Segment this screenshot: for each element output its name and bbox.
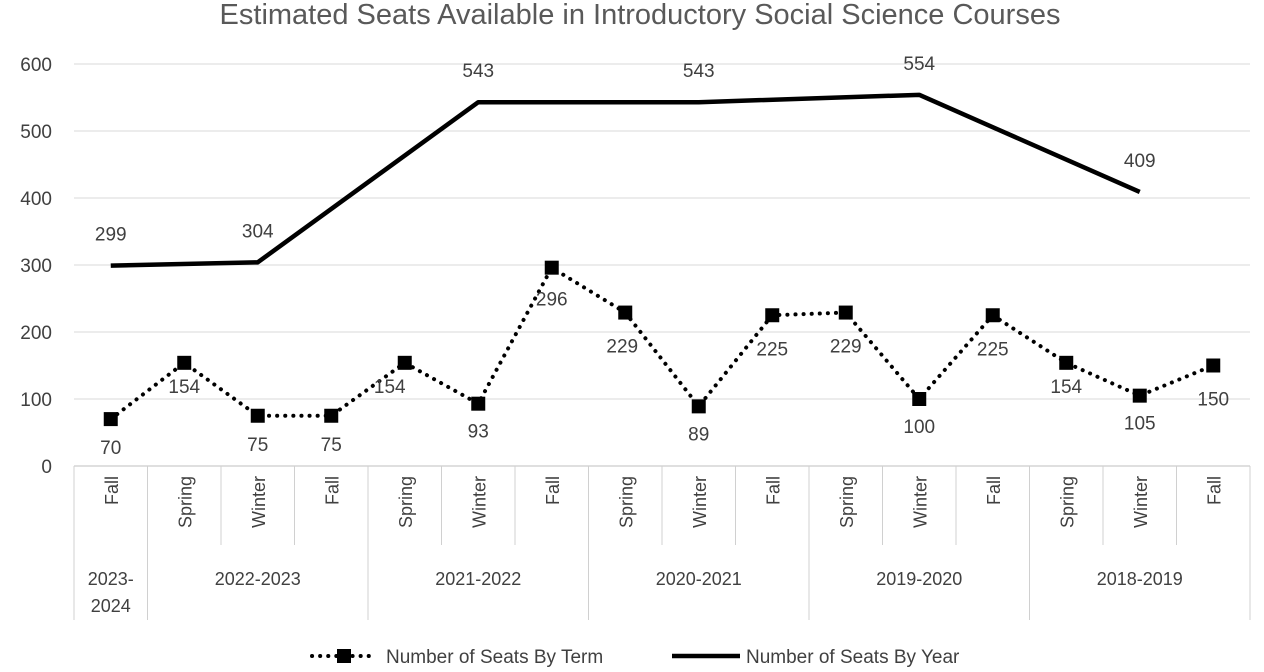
- legend-marker-by-term: [337, 649, 351, 663]
- x-axis: Fall Spring Winter Fall Spring Winter Fall Spri…: [73, 465, 1251, 620]
- gridlines: [74, 63, 1250, 400]
- x-tick-label: Spring: [175, 476, 195, 528]
- x-group-label: 2023-2024: [88, 569, 134, 616]
- term-data-label: 154: [374, 377, 406, 398]
- series-line-by-term: [108, 265, 1216, 422]
- term-marker: [324, 408, 339, 423]
- term-data-label: 93: [468, 422, 489, 443]
- x-tick-label: Fall: [102, 476, 122, 505]
- term-marker: [912, 392, 927, 406]
- y-tick-label: 600: [20, 55, 52, 76]
- term-marker: [1206, 358, 1221, 373]
- year-data-label: 554: [903, 54, 935, 75]
- x-tick-label: Fall: [543, 476, 563, 505]
- term-data-label: 100: [903, 417, 935, 438]
- x-tick-label: Winter: [249, 476, 269, 528]
- x-tick-label: Winter: [910, 476, 930, 528]
- term-data-label: 89: [688, 424, 709, 445]
- term-data-label: 70: [100, 438, 121, 459]
- data-labels: 70 154 75 75 154 93 296 229 89 225 229 100 225 154 105…: [95, 54, 1229, 459]
- x-group-label: 2020-2021: [656, 569, 742, 589]
- y-tick-label: 400: [20, 189, 52, 210]
- x-tick-label: Spring: [1057, 476, 1077, 528]
- term-marker: [397, 355, 412, 370]
- year-data-label: 543: [462, 61, 494, 82]
- term-data-label: 225: [977, 339, 1009, 360]
- term-data-label: 75: [321, 435, 342, 456]
- x-tick-label: Winter: [690, 476, 710, 528]
- term-data-label: 154: [1050, 377, 1082, 398]
- x-tick-label: Winter: [1131, 476, 1151, 528]
- x-tick-label: Fall: [763, 476, 783, 505]
- term-data-label: 229: [606, 337, 638, 358]
- legend: Number of Seats By Term Number of Seats B…: [310, 647, 960, 668]
- term-marker: [618, 305, 633, 320]
- legend-label-by-year: Number of Seats By Year: [746, 647, 960, 668]
- chart-title: Estimated Seats Available in Introductor…: [220, 0, 1061, 31]
- x-tick-label: Fall: [322, 476, 342, 505]
- x-tick-label: Fall: [984, 476, 1004, 505]
- y-tick-label: 500: [20, 122, 52, 143]
- term-marker: [103, 412, 118, 427]
- term-marker: [1132, 388, 1147, 403]
- term-data-label: 296: [536, 290, 568, 311]
- term-marker: [544, 260, 559, 275]
- term-marker: [471, 396, 486, 411]
- series-line-by-year: [110, 92, 1141, 268]
- x-tick-label: Spring: [396, 476, 416, 528]
- term-marker: [838, 305, 853, 320]
- term-marker: [691, 399, 706, 414]
- y-tick-label: 200: [20, 323, 52, 344]
- x-tick-label: Winter: [469, 476, 489, 528]
- year-data-label: 299: [95, 225, 127, 246]
- legend-label-by-term: Number of Seats By Term: [386, 647, 603, 668]
- term-marker: [177, 355, 192, 370]
- year-data-label: 543: [683, 61, 715, 82]
- x-tick-label: Spring: [616, 476, 636, 528]
- term-data-label: 105: [1124, 414, 1156, 435]
- x-tick-label: Spring: [837, 476, 857, 528]
- term-marker: [985, 308, 1000, 323]
- x-tick-label: Fall: [1204, 476, 1224, 505]
- series-seats-by-year: [110, 92, 1141, 268]
- year-data-label: 409: [1124, 151, 1156, 172]
- series-seats-by-term: [103, 260, 1221, 427]
- year-data-label: 304: [242, 221, 274, 242]
- x-group-label: 2018-2019: [1097, 569, 1183, 589]
- term-data-label: 150: [1197, 390, 1229, 411]
- term-data-label: 154: [168, 377, 200, 398]
- y-tick-label: 0: [41, 457, 52, 478]
- x-group-label: 2021-2022: [435, 569, 521, 589]
- x-group-label: 2022-2023: [215, 569, 301, 589]
- term-data-label: 229: [830, 337, 862, 358]
- term-marker: [765, 308, 780, 323]
- term-marker: [1059, 355, 1074, 370]
- y-axis-tick-labels: 0 100 200 300 400 500 600: [20, 55, 52, 478]
- x-group-label: 2019-2020: [876, 569, 962, 589]
- term-marker: [250, 408, 265, 423]
- y-tick-label: 100: [20, 390, 52, 411]
- term-data-label: 225: [756, 339, 788, 360]
- y-tick-label: 300: [20, 256, 52, 277]
- term-data-label: 75: [247, 435, 268, 456]
